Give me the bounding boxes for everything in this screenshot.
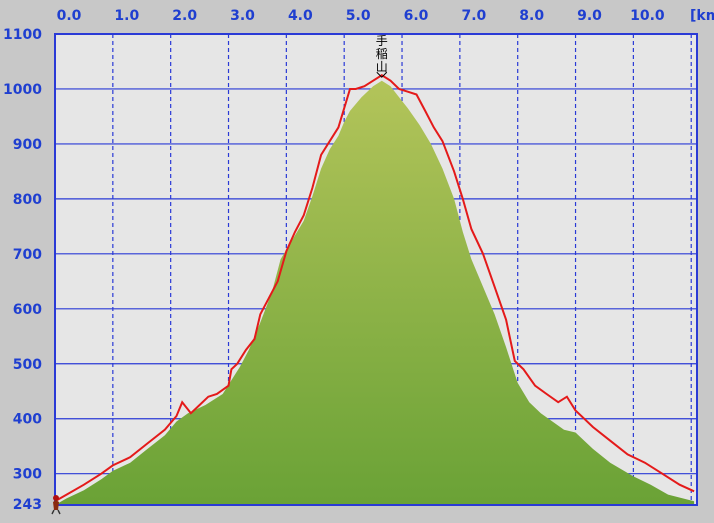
x-tick-label: 3.0 — [230, 8, 255, 24]
y-tick-label: 900 — [13, 137, 42, 153]
y-tick-label: 500 — [13, 357, 42, 373]
x-tick-label: 5.0 — [346, 8, 371, 24]
x-tick-label: 4.0 — [288, 8, 313, 24]
series-layer — [54, 74, 695, 505]
series-line-1 — [54, 74, 695, 503]
x-tick-label: 10.0 — [630, 8, 665, 24]
annotation-char: 稲 — [376, 47, 388, 61]
x-tick-label: 8.0 — [519, 8, 544, 24]
x-tick-label: 0.0 — [57, 8, 82, 24]
annotation-marker — [376, 71, 388, 78]
x-tick-label: 9.0 — [577, 8, 602, 24]
y-tick-label: 300 — [13, 467, 42, 483]
y-start-label: 243 — [13, 497, 42, 513]
x-tick-label: 7.0 — [461, 8, 486, 24]
y-axis-ticks: 1100 1000 900 800 700 600 500 400 300 — [3, 27, 42, 483]
plot-border — [54, 33, 698, 506]
annotation-char: 山 — [376, 60, 388, 74]
annotations: 手稲山 — [376, 34, 388, 78]
series-area-0 — [55, 80, 695, 505]
y-tick-label: 600 — [13, 302, 42, 318]
x-tick-label: 2.0 — [172, 8, 197, 24]
y-tick-label: 1100 — [3, 27, 42, 43]
hiker-icon — [51, 495, 61, 515]
annotation-char: 手 — [376, 34, 388, 48]
y-tick-label: 700 — [13, 247, 42, 263]
x-tick-label: 1.0 — [114, 8, 139, 24]
x-unit-label: [km — [690, 8, 714, 24]
plot-frame — [54, 33, 698, 506]
y-tick-label: 800 — [13, 192, 42, 208]
x-axis-ticks: 0.0 1.0 2.0 3.0 4.0 5.0 6.0 7.0 8.0 9.0 10.0 — [57, 8, 665, 24]
x-tick-label: 6.0 — [404, 8, 429, 24]
y-tick-label: 400 — [13, 412, 42, 428]
y-tick-label: 1000 — [3, 82, 42, 98]
